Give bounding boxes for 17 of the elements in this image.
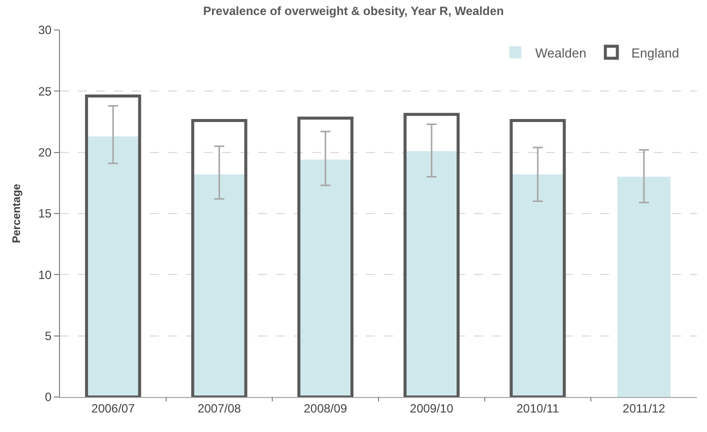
- y-tick-label: 5: [44, 329, 52, 344]
- y-tick-label: 25: [38, 84, 52, 98]
- y-tick-label: 10: [38, 268, 52, 282]
- x-tick-label: 2011/12: [622, 401, 666, 416]
- legend-label: Wealden: [535, 45, 586, 60]
- x-tick-label: 2008/09: [304, 401, 348, 416]
- y-tick-label: 0: [44, 390, 52, 404]
- y-tick-label: 20: [38, 146, 52, 160]
- x-tick-label: 2009/10: [410, 401, 454, 416]
- chart-title: Prevalence of overweight & obesity, Year R, Wealden: [203, 4, 504, 18]
- x-tick-label: 2006/07: [91, 401, 136, 416]
- x-tick-label: 2007/08: [198, 401, 242, 416]
- legend-label: England: [631, 45, 680, 60]
- y-axis-title: Percentage: [10, 184, 23, 244]
- x-tick-label: 2010/11: [516, 401, 560, 416]
- y-tick-label: 15: [38, 206, 52, 221]
- y-tick-label: 30: [38, 23, 52, 38]
